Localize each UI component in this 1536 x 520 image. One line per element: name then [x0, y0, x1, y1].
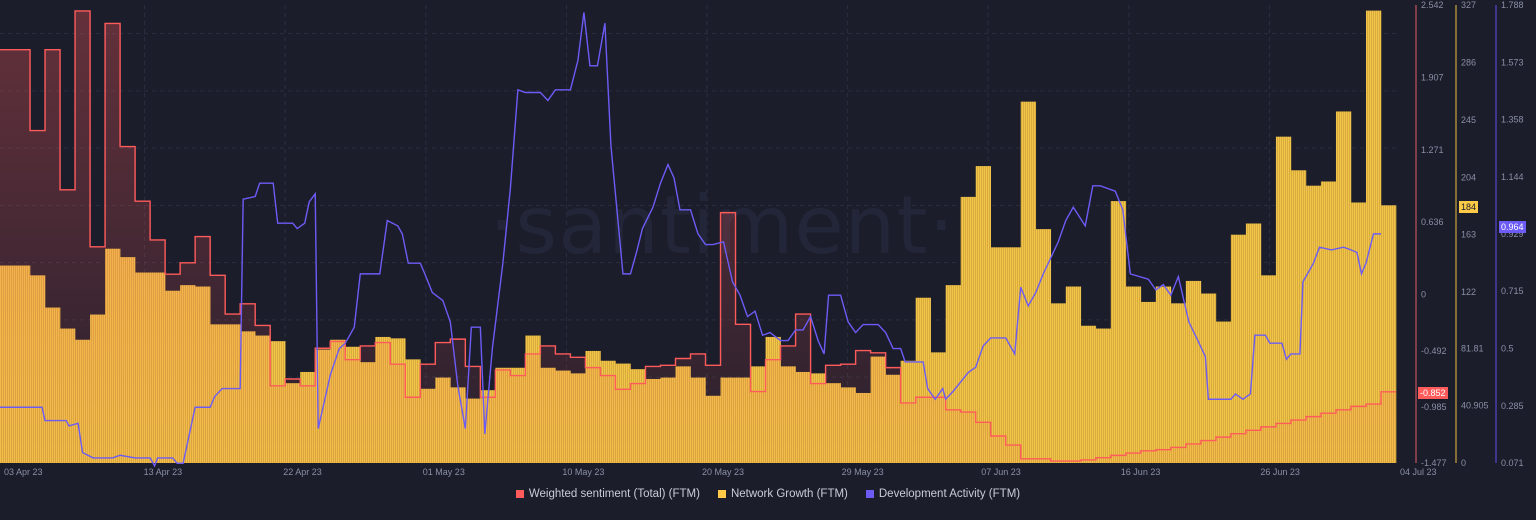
- svg-text:10 May 23: 10 May 23: [562, 467, 604, 477]
- svg-text:01 May 23: 01 May 23: [423, 467, 465, 477]
- svg-text:0.636: 0.636: [1421, 217, 1444, 227]
- legend-swatch-yellow: [717, 490, 726, 498]
- svg-text:286: 286: [1461, 57, 1476, 67]
- x-axis: 03 Apr 23 13 Apr 23 22 Apr 23 01 May 23 10 M…: [4, 467, 1437, 477]
- legend-swatch-purple: [865, 490, 874, 498]
- svg-text:20 May 23: 20 May 23: [702, 467, 744, 477]
- legend-label: Weighted sentiment (Total) (FTM): [528, 488, 700, 500]
- svg-text:04 Jul 23: 04 Jul 23: [1400, 467, 1437, 477]
- svg-text:1.271: 1.271: [1421, 145, 1444, 155]
- svg-text:327: 327: [1461, 0, 1476, 10]
- svg-text:204: 204: [1461, 172, 1476, 182]
- svg-text:1.144: 1.144: [1501, 172, 1524, 182]
- svg-text:29 May 23: 29 May 23: [842, 467, 884, 477]
- svg-text:40.905: 40.905: [1461, 401, 1489, 411]
- legend-item-development-activity[interactable]: Development Activity (FTM): [865, 488, 1021, 500]
- svg-text:-1.477: -1.477: [1421, 458, 1447, 468]
- network-growth-current-badge: 184: [1459, 201, 1479, 213]
- svg-text:163: 163: [1461, 230, 1476, 240]
- chart-legend: Weighted sentiment (Total) (FTM) Network…: [0, 488, 1536, 500]
- svg-text:0: 0: [1461, 458, 1466, 468]
- svg-text:81.81: 81.81: [1461, 343, 1484, 353]
- svg-text:1.573: 1.573: [1501, 57, 1524, 67]
- legend-swatch-red: [515, 490, 524, 498]
- svg-text:16 Jun 23: 16 Jun 23: [1121, 467, 1161, 477]
- svg-text:0.5: 0.5: [1501, 344, 1514, 354]
- legend-item-weighted-sentiment[interactable]: Weighted sentiment (Total) (FTM): [515, 488, 700, 500]
- svg-text:-0.492: -0.492: [1421, 346, 1447, 356]
- svg-text:0.715: 0.715: [1501, 286, 1524, 296]
- svg-text:0: 0: [1421, 290, 1426, 300]
- svg-text:26 Jun 23: 26 Jun 23: [1260, 467, 1300, 477]
- svg-text:0.929: 0.929: [1501, 229, 1524, 239]
- svg-text:03 Apr 23: 03 Apr 23: [4, 467, 43, 477]
- svg-text:07 Jun 23: 07 Jun 23: [981, 467, 1021, 477]
- legend-label: Development Activity (FTM): [878, 488, 1021, 500]
- weighted-sentiment-area: [0, 10, 1396, 464]
- svg-text:122: 122: [1461, 287, 1476, 297]
- svg-text:22 Apr 23: 22 Apr 23: [283, 467, 322, 477]
- y-axes: 2.542 1.907 1.271 0.636 0 -0.492 -0.985 -1.477 3…: [1415, 0, 1524, 468]
- svg-text:0.071: 0.071: [1501, 458, 1524, 468]
- svg-text:1.907: 1.907: [1421, 72, 1444, 82]
- legend-label: Network Growth (FTM): [730, 488, 848, 500]
- svg-text:0.285: 0.285: [1501, 401, 1524, 411]
- dev-activity-current-badge: 0.964: [1499, 221, 1526, 233]
- svg-text:1.358: 1.358: [1501, 115, 1524, 125]
- legend-item-network-growth[interactable]: Network Growth (FTM): [717, 488, 848, 500]
- development-activity-line: [0, 12, 1381, 468]
- svg-text:2.542: 2.542: [1421, 0, 1444, 10]
- sentiment-current-badge: -0.852: [1418, 387, 1448, 399]
- svg-text:13 Apr 23: 13 Apr 23: [144, 467, 183, 477]
- svg-text:-0.985: -0.985: [1421, 402, 1447, 412]
- svg-text:1.788: 1.788: [1501, 0, 1524, 10]
- svg-text:245: 245: [1461, 115, 1476, 125]
